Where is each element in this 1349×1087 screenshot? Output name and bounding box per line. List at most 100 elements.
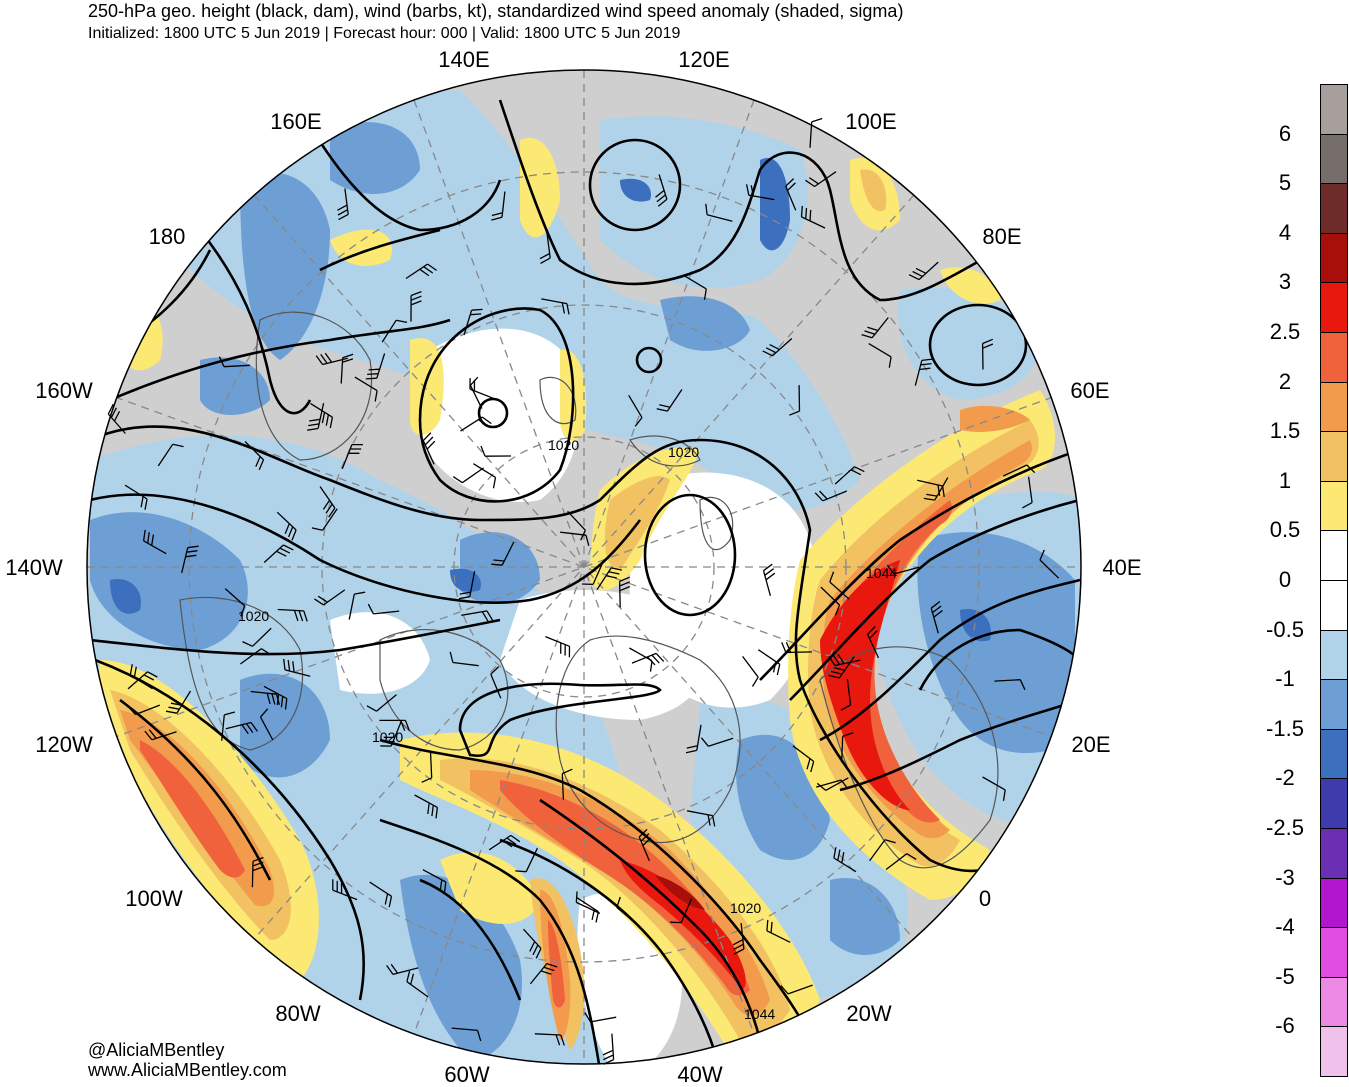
credit-website: www.AliciaMBentley.com (88, 1060, 287, 1080)
wind-barb (491, 541, 515, 566)
colorbar-swatch (1320, 530, 1348, 581)
wind-barb (242, 627, 272, 647)
colorbar-tick-label: 4 (1278, 219, 1292, 245)
wind-barb (886, 564, 920, 575)
wind-barb (381, 319, 408, 343)
wind-barb (742, 656, 759, 687)
contour-label: 1044 (866, 565, 897, 581)
colorbar-tick-label: -1 (1275, 666, 1295, 692)
colorbar-tick-label: 6 (1278, 120, 1292, 146)
wind-barb (276, 511, 297, 541)
wind-barb (348, 591, 366, 620)
wind-barb (405, 263, 437, 280)
wind-barb (670, 898, 693, 924)
wind-barb (157, 443, 184, 467)
wind-barb (908, 261, 939, 281)
wind-barb (631, 652, 665, 666)
colorbar-swatch (1320, 728, 1348, 780)
wind-barb (828, 656, 855, 679)
wind-barb (814, 490, 848, 502)
wind-barb (686, 810, 716, 827)
wind-barb (354, 376, 378, 402)
wind-barb (602, 1033, 615, 1065)
colorbar-tick-label: -5 (1275, 963, 1295, 989)
wind-barb (523, 928, 542, 959)
colorbar-swatch (1320, 133, 1348, 185)
colorbar-swatch (1320, 679, 1348, 730)
wind-barb (144, 729, 177, 741)
wind-barb (473, 463, 497, 489)
wind-barb (705, 203, 733, 222)
colorbar-tick-label: 3 (1278, 269, 1292, 295)
dark-blue-anomaly-regions (110, 158, 991, 642)
wind-barb (829, 571, 850, 600)
wind-barb (310, 402, 334, 429)
wind-barb (840, 679, 852, 711)
wind-barb (655, 174, 668, 207)
wind-barb (277, 608, 308, 622)
wind-barb (221, 711, 236, 741)
wind-barb (638, 828, 652, 862)
colorbar-swatch (1320, 332, 1348, 383)
longitude-label: 140E (438, 47, 490, 72)
contour-label: 1020 (372, 729, 403, 745)
wind-barbs (107, 117, 1060, 1065)
longitude-label: 40W (677, 1062, 723, 1087)
longitude-label: 60E (1070, 378, 1110, 403)
colorbar-swatch (1320, 1026, 1348, 1077)
contour-label: 1020 (238, 608, 269, 624)
wind-barb (809, 117, 823, 148)
wind-barb (628, 394, 643, 427)
wind-barb (732, 923, 745, 955)
colorbar-swatch (1320, 877, 1348, 929)
wind-barb (861, 317, 889, 339)
colorbar-tick-label: -0.5 (1266, 616, 1304, 642)
wind-barb (379, 719, 411, 731)
wind-barb (460, 416, 492, 432)
wind-barb (124, 484, 148, 510)
wind-barb (576, 896, 600, 923)
wind-barb (792, 745, 815, 773)
wind-barb (1039, 549, 1060, 579)
wind-barb (142, 529, 167, 555)
wind-barb (840, 732, 854, 763)
wind-barb (259, 708, 274, 741)
wind-barb (422, 869, 447, 893)
wind-barb (629, 647, 653, 672)
wind-barb (596, 567, 623, 591)
colorbar-swatch (1320, 629, 1348, 681)
wind-barb (490, 666, 502, 699)
longitude-label: 160W (35, 378, 93, 403)
wind-barb (283, 658, 311, 677)
wind-barb (867, 625, 880, 659)
longitude-label: 0 (978, 886, 992, 911)
wind-barb (917, 479, 945, 497)
wind-barb (244, 441, 265, 471)
wind-barb (107, 403, 126, 434)
wind-barb (584, 1012, 617, 1023)
colorbar-swatch (1320, 183, 1348, 234)
wind-barb (461, 610, 494, 622)
wind-barb (319, 486, 336, 518)
wind-barb (762, 338, 793, 357)
longitude-label: 180 (148, 224, 186, 249)
colorbar-tick-label: -4 (1275, 914, 1295, 940)
wind-barb (683, 275, 707, 300)
wind-barb (406, 970, 429, 998)
longitude-label: 80E (982, 224, 1022, 249)
colorbar-swatch (1320, 927, 1348, 978)
wind-barb (816, 777, 849, 791)
wind-barb (994, 679, 1026, 690)
wind-barb (340, 353, 354, 384)
wind-barb (789, 385, 801, 416)
wind-barb (367, 603, 400, 615)
wind-barb (315, 352, 348, 366)
wind-barb (314, 589, 346, 606)
longitude-label: 60W (444, 1062, 490, 1087)
wind-barb (539, 232, 551, 264)
wind-barb (828, 653, 861, 667)
colorbar-tick-label: 0 (1278, 567, 1292, 592)
colorbar-tick-label: 5 (1278, 170, 1292, 196)
colorbar-swatch (1320, 828, 1348, 879)
wind-barb (366, 694, 397, 712)
